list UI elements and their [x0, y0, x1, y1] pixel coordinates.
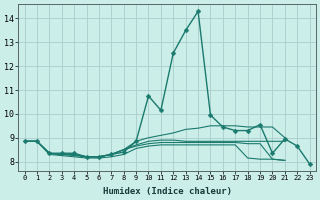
- X-axis label: Humidex (Indice chaleur): Humidex (Indice chaleur): [103, 187, 232, 196]
